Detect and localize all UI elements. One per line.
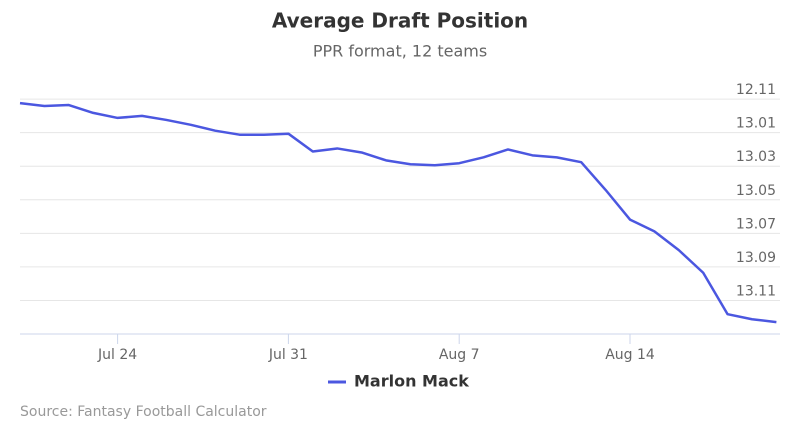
y-tick-label: 13.07 <box>736 216 776 232</box>
chart-title: Average Draft Position <box>272 9 528 33</box>
x-tick-label: Aug 14 <box>605 347 655 363</box>
x-tick-label: Jul 24 <box>97 347 137 363</box>
y-tick-label: 13.05 <box>736 183 776 199</box>
credits: Source: Fantasy Football Calculator <box>20 404 267 420</box>
chart-subtitle: PPR format, 12 teams <box>313 42 487 61</box>
series-line <box>19 101 777 324</box>
y-tick-label: 13.01 <box>736 116 776 132</box>
y-tick-label: 13.11 <box>736 283 776 299</box>
y-tick-label: 12.11 <box>736 82 776 98</box>
y-tick-label: 13.09 <box>736 250 776 266</box>
x-tick-label: Jul 31 <box>268 347 308 363</box>
x-tick-label: Aug 7 <box>439 347 480 363</box>
y-tick-label: 13.03 <box>736 149 776 165</box>
legend-label: Marlon Mack <box>354 372 469 391</box>
